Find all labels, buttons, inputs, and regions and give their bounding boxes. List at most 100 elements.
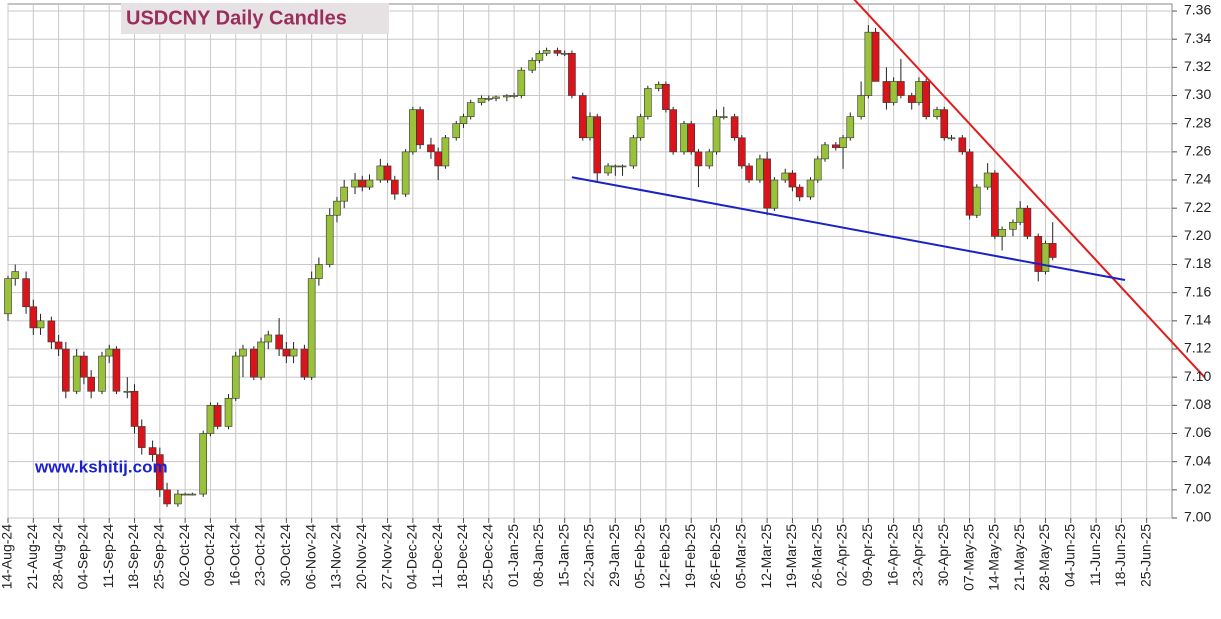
y-tick-label: 7.32 — [1184, 58, 1211, 74]
candle-body — [756, 158, 764, 181]
candle-body — [29, 306, 38, 329]
candle-body — [376, 165, 385, 181]
x-tick-label: 05-Feb-25 — [631, 524, 647, 589]
candle-body — [611, 165, 620, 168]
candle-body — [62, 348, 70, 392]
candle-body — [578, 95, 587, 139]
y-tick-label: 7.00 — [1184, 509, 1211, 525]
candle-body — [738, 137, 746, 167]
candle-body — [250, 348, 258, 378]
candle-body — [745, 165, 753, 181]
candle-body — [434, 151, 442, 167]
candle-body — [730, 116, 739, 139]
x-tick-label: 11-Jun-25 — [1087, 524, 1103, 586]
watermark: www.kshitij.com — [34, 457, 168, 476]
y-tick-label: 7.14 — [1184, 312, 1211, 328]
candle-body — [477, 98, 486, 103]
candle-body — [654, 83, 663, 89]
candle-body — [441, 137, 450, 167]
candle-body — [915, 81, 923, 103]
candle-body — [22, 278, 30, 308]
candle-body — [156, 454, 164, 491]
x-tick-label: 25-Jun-25 — [1137, 524, 1153, 587]
candle-body — [644, 88, 652, 117]
x-tick-label: 25-Sep-24 — [151, 524, 167, 590]
x-tick-label: 07-May-25 — [960, 524, 976, 591]
candle-body — [264, 334, 273, 343]
candle-body — [846, 116, 855, 139]
x-tick-label: 21-Aug-24 — [24, 524, 40, 590]
x-tick-label: 12-Feb-25 — [657, 524, 673, 589]
x-tick-label: 30-Oct-24 — [277, 524, 293, 586]
y-tick-label: 7.26 — [1184, 143, 1211, 159]
candle-body — [839, 137, 847, 148]
y-tick-label: 7.02 — [1184, 481, 1211, 497]
candle-body — [459, 116, 468, 124]
candle-body — [528, 60, 536, 71]
x-tick-label: 04-Jun-25 — [1061, 524, 1077, 587]
x-tick-label: 09-Oct-24 — [201, 524, 217, 586]
y-tick-label: 7.16 — [1184, 283, 1211, 299]
candle-body — [669, 109, 677, 153]
candle-body — [1016, 207, 1024, 223]
x-tick-label: 18-Sep-24 — [125, 524, 141, 590]
candle-body — [965, 151, 974, 216]
candle-body — [933, 109, 941, 117]
candle-body — [763, 158, 771, 209]
candle-body — [694, 151, 703, 167]
x-tick-label: 26-Feb-25 — [707, 524, 723, 589]
x-tick-label: 02-Apr-25 — [834, 524, 850, 586]
candle-body — [503, 95, 511, 98]
candle-body — [333, 200, 341, 216]
y-tick-label: 7.06 — [1184, 424, 1211, 440]
candle-body — [662, 83, 670, 110]
x-tick-label: 09-Apr-25 — [859, 524, 875, 586]
x-tick-label: 08-Jan-25 — [530, 524, 546, 587]
candle-body — [80, 355, 88, 378]
candle-body — [383, 165, 392, 181]
candle-body — [163, 489, 171, 505]
x-tick-label: 23-Apr-25 — [910, 524, 926, 586]
candle-body — [365, 179, 374, 188]
x-tick-label: 26-Mar-25 — [808, 524, 824, 589]
candle-body — [871, 31, 880, 82]
candle-body — [813, 158, 822, 181]
candle-body — [795, 186, 804, 198]
candle-body — [705, 151, 714, 167]
candle-body — [224, 398, 233, 427]
candle-body — [1048, 243, 1057, 258]
candle-body — [358, 179, 367, 188]
candle-body — [947, 137, 956, 140]
y-tick-label: 7.20 — [1184, 227, 1211, 243]
x-tick-label: 19-Mar-25 — [783, 524, 799, 589]
x-tick-label: 14-May-25 — [986, 524, 1002, 591]
candle-body — [517, 69, 526, 96]
candle-body — [604, 165, 612, 174]
y-tick-label: 7.22 — [1184, 199, 1211, 215]
candle-body — [148, 447, 157, 455]
candle-body — [636, 116, 645, 139]
x-tick-label: 28-May-25 — [1036, 524, 1052, 591]
candle-body — [72, 355, 81, 392]
x-tick-label: 22-Jan-25 — [581, 524, 597, 587]
y-tick-label: 7.36 — [1184, 2, 1211, 18]
trend-line — [853, 0, 1206, 378]
candle-body — [618, 165, 627, 168]
candle-body — [560, 52, 569, 55]
candle-body — [300, 348, 309, 378]
x-tick-label: 30-Apr-25 — [935, 524, 951, 586]
y-tick-label: 7.30 — [1184, 86, 1211, 102]
y-tick-label: 7.24 — [1184, 171, 1211, 187]
candle-body — [535, 52, 544, 61]
candle-body — [821, 144, 829, 160]
candle-body — [492, 96, 500, 99]
candle-body — [340, 186, 348, 202]
trend-line — [571, 176, 1126, 281]
y-tick-label: 7.10 — [1184, 368, 1211, 384]
x-tick-label: 20-Nov-24 — [353, 524, 369, 590]
candle-body — [130, 390, 139, 427]
x-tick-label: 06-Nov-24 — [302, 524, 318, 590]
x-tick-label: 18-Jun-25 — [1112, 524, 1128, 587]
candle-body — [770, 179, 779, 209]
candle-body — [719, 116, 728, 118]
